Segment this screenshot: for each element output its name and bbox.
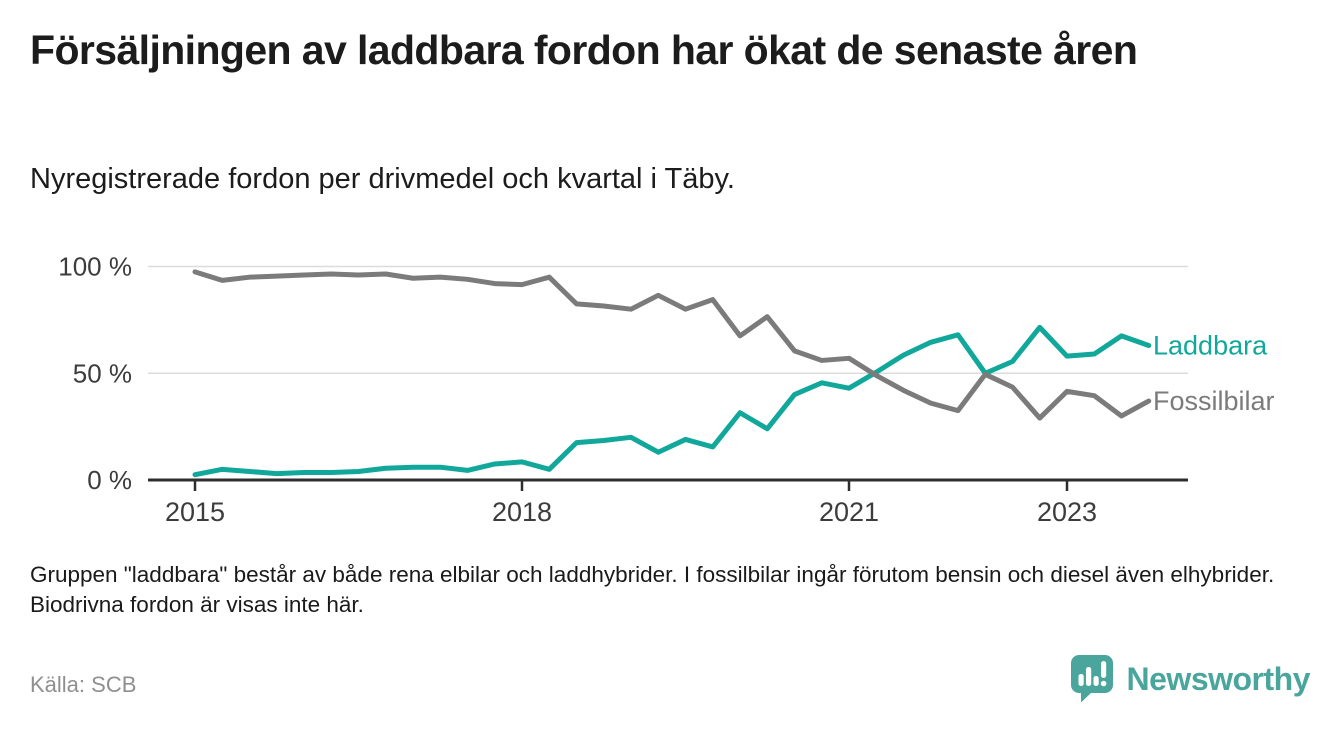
- chart-subtitle: Nyregistrerade fordon per drivmedel och …: [30, 163, 735, 195]
- newsworthy-wordmark: Newsworthy: [1126, 660, 1311, 697]
- y-axis-label-50: 50 %: [73, 358, 132, 388]
- y-axis-label-100: 100 %: [58, 252, 132, 282]
- fossilbilar-line: [192, 269, 1152, 421]
- laddbara-series-label: Laddbara: [1153, 330, 1268, 360]
- newsworthy-logo: Newsworthy: [1070, 654, 1311, 704]
- x-axis-label-2023: 2023: [1037, 497, 1097, 527]
- x-axis-label-2018: 2018: [492, 497, 552, 527]
- newsworthy-badge-icon: [1070, 655, 1113, 703]
- page-title: Försäljningen av laddbara fordon har öka…: [30, 27, 1138, 73]
- chart-canvas: 100 % 50 % 0 % 2015 2018 2021 2023 Laddbara Foss…: [58, 252, 1275, 528]
- source-label: Källa: SCB: [30, 672, 137, 697]
- chart-footnote: Gruppen "laddbara" består av både rena e…: [30, 562, 1275, 618]
- x-axis-label-2021: 2021: [819, 497, 879, 527]
- line-chart: 100 % 50 % 0 % 2015 2018 2021 2023 Laddbara Foss…: [0, 230, 1340, 550]
- y-axis-label-0: 0 %: [87, 465, 132, 495]
- laddbara-line: [192, 324, 1152, 478]
- x-axis-label-2015: 2015: [165, 497, 225, 527]
- fossilbilar-series-label: Fossilbilar: [1153, 386, 1275, 416]
